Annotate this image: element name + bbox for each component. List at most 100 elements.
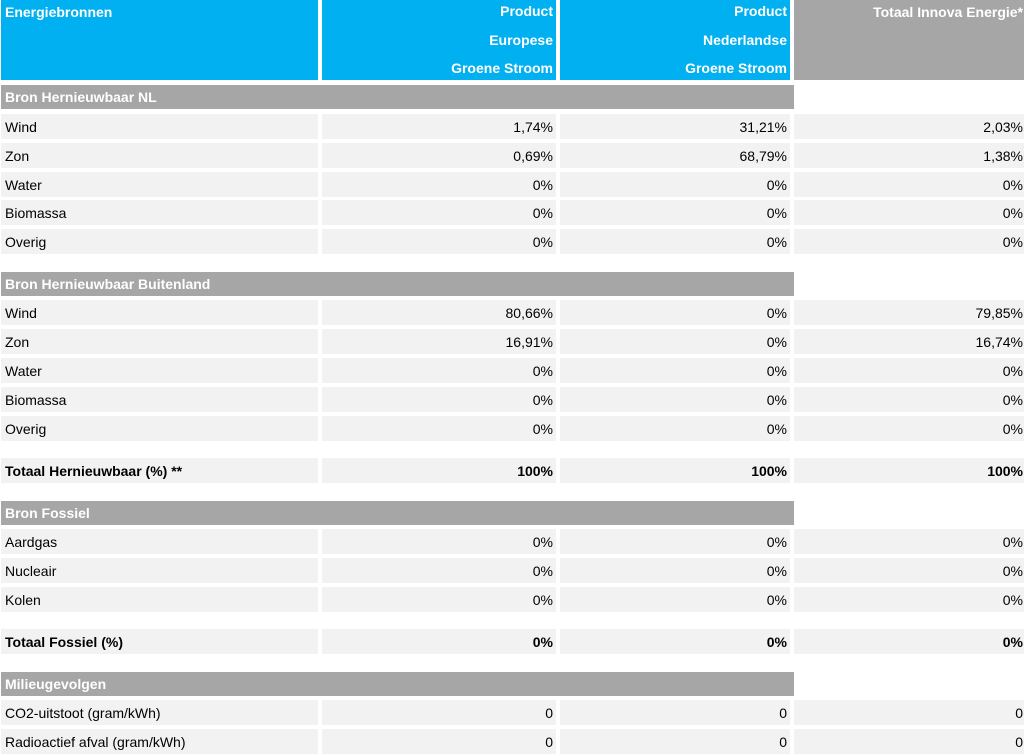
row-value-total: 0% — [794, 387, 1024, 412]
row-value-total: 100% — [794, 458, 1024, 483]
row-value-nl: 0% — [560, 358, 790, 383]
row-value-eu: 16,91% — [322, 329, 556, 354]
section-title: Bron Hernieuwbaar NL — [1, 85, 794, 109]
row-value-eu: 0% — [322, 529, 556, 554]
table-row: Aardgas 0% 0% 0% — [1, 529, 1024, 554]
header-col2-line2: Europese — [489, 31, 553, 48]
row-value-nl: 0% — [560, 200, 790, 225]
row-value-nl: 0% — [560, 529, 790, 554]
header-product-nederlandse: Product Nederlandse Groene Stroom — [560, 0, 790, 80]
total-row-hernieuwbaar: Totaal Hernieuwbaar (%) ** 100% 100% 100… — [1, 458, 1024, 483]
row-label: Nucleair — [1, 558, 318, 583]
row-label: Totaal Fossiel (%) — [1, 629, 318, 654]
row-value-nl: 100% — [560, 458, 790, 483]
row-value-eu: 100% — [322, 458, 556, 483]
header-product-europese: Product Europese Groene Stroom — [322, 0, 556, 80]
section-header-nl: Bron Hernieuwbaar NL — [1, 85, 1024, 109]
row-value-eu: 0% — [322, 172, 556, 197]
header-energiebronnen: Energiebronnen — [1, 0, 318, 80]
row-label: Radioactief afval (gram/kWh) — [1, 729, 318, 754]
row-value-eu: 1,74% — [322, 114, 556, 139]
table-row: CO2-uitstoot (gram/kWh) 0 0 0 — [1, 700, 1024, 725]
row-value-eu: 0 — [322, 729, 556, 754]
row-value-total: 0% — [794, 229, 1024, 254]
table-row: Biomassa 0% 0% 0% — [1, 387, 1024, 412]
row-value-eu: 0% — [322, 358, 556, 383]
table-row: Wind 80,66% 0% 79,85% — [1, 300, 1024, 325]
row-value-nl: 0% — [560, 229, 790, 254]
row-value-nl: 0 — [560, 729, 790, 754]
row-label: Kolen — [1, 587, 318, 612]
row-value-nl: 0% — [560, 629, 790, 654]
section-title: Milieugevolgen — [1, 672, 794, 696]
header-col3-line1: Product — [734, 3, 787, 19]
row-value-total: 0 — [794, 700, 1024, 725]
row-label: Biomassa — [1, 387, 318, 412]
row-label: Wind — [1, 114, 318, 139]
row-value-eu: 80,66% — [322, 300, 556, 325]
row-value-eu: 0% — [322, 587, 556, 612]
row-value-nl: 0% — [560, 587, 790, 612]
table-row: Overig 0% 0% 0% — [1, 229, 1024, 254]
row-value-nl: 0% — [560, 329, 790, 354]
row-label: Water — [1, 358, 318, 383]
row-value-eu: 0% — [322, 200, 556, 225]
row-label: Water — [1, 172, 318, 197]
total-row-fossiel: Totaal Fossiel (%) 0% 0% 0% — [1, 629, 1024, 654]
table-row: Water 0% 0% 0% — [1, 358, 1024, 383]
row-value-nl: 0% — [560, 172, 790, 197]
table-row: Zon 0,69% 68,79% 1,38% — [1, 143, 1024, 168]
section-header-buitenland: Bron Hernieuwbaar Buitenland — [1, 272, 1024, 296]
row-value-eu: 0% — [322, 387, 556, 412]
table-row: Kolen 0% 0% 0% — [1, 587, 1024, 612]
row-value-total: 0 — [794, 729, 1024, 754]
row-label: Aardgas — [1, 529, 318, 554]
row-label: CO2-uitstoot (gram/kWh) — [1, 700, 318, 725]
row-value-nl: 0% — [560, 387, 790, 412]
table-row: Zon 16,91% 0% 16,74% — [1, 329, 1024, 354]
row-value-eu: 0% — [322, 558, 556, 583]
row-value-eu: 0% — [322, 229, 556, 254]
row-value-eu: 0% — [322, 416, 556, 441]
row-value-total: 0% — [794, 172, 1024, 197]
row-label: Overig — [1, 416, 318, 441]
table-row: Biomassa 0% 0% 0% — [1, 200, 1024, 225]
row-value-total: 16,74% — [794, 329, 1024, 354]
row-value-nl: 0% — [560, 416, 790, 441]
header-col3-line2: Nederlandse — [702, 31, 787, 48]
row-value-eu: 0 — [322, 700, 556, 725]
header-col2-line1: Product — [500, 3, 553, 19]
row-value-eu: 0,69% — [322, 143, 556, 168]
row-value-nl: 31,21% — [560, 114, 790, 139]
row-label: Totaal Hernieuwbaar (%) ** — [1, 458, 318, 483]
header-col2-line3: Groene Stroom — [451, 60, 553, 76]
row-value-total: 0% — [794, 200, 1024, 225]
section-header-fossiel: Bron Fossiel — [1, 501, 1024, 525]
row-value-total: 0% — [794, 416, 1024, 441]
table-row: Nucleair 0% 0% 0% — [1, 558, 1024, 583]
section-title: Bron Fossiel — [1, 501, 794, 525]
row-label: Wind — [1, 300, 318, 325]
header-col3-line3: Groene Stroom — [685, 60, 787, 76]
table-header: Energiebronnen Product Europese Groene S… — [1, 0, 1024, 80]
row-value-nl: 0% — [560, 558, 790, 583]
row-value-total: 0% — [794, 358, 1024, 383]
row-label: Zon — [1, 329, 318, 354]
row-value-nl: 0 — [560, 700, 790, 725]
table-row: Radioactief afval (gram/kWh) 0 0 0 — [1, 729, 1024, 754]
row-value-eu: 0% — [322, 629, 556, 654]
row-label: Zon — [1, 143, 318, 168]
row-value-nl: 68,79% — [560, 143, 790, 168]
header-totaal-innova: Totaal Innova Energie* — [794, 0, 1024, 80]
row-value-total: 1,38% — [794, 143, 1024, 168]
table-row: Water 0% 0% 0% — [1, 172, 1024, 197]
row-value-total: 0% — [794, 629, 1024, 654]
row-value-nl: 0% — [560, 300, 790, 325]
row-value-total: 0% — [794, 587, 1024, 612]
row-value-total: 0% — [794, 529, 1024, 554]
row-label: Overig — [1, 229, 318, 254]
row-value-total: 2,03% — [794, 114, 1024, 139]
section-header-milieu: Milieugevolgen — [1, 672, 1024, 696]
section-title: Bron Hernieuwbaar Buitenland — [1, 272, 794, 296]
